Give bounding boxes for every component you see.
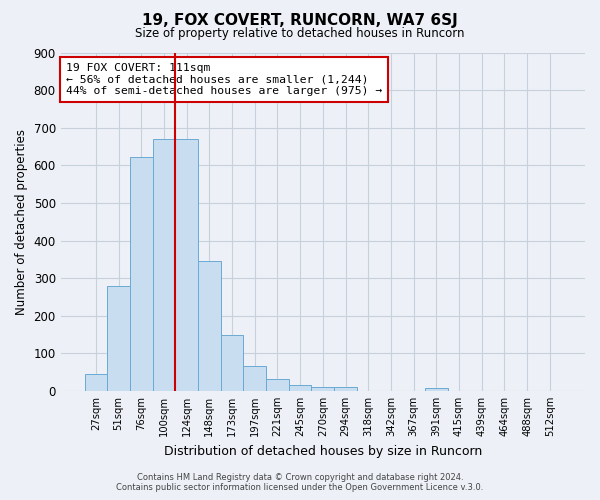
Bar [425, 388, 448, 391]
Bar [311, 387, 334, 391]
Text: 19 FOX COVERT: 111sqm
← 56% of detached houses are smaller (1,244)
44% of semi-d: 19 FOX COVERT: 111sqm ← 56% of detached … [66, 62, 382, 96]
Bar [175, 139, 198, 391]
Bar [244, 366, 266, 391]
Text: Contains HM Land Registry data © Crown copyright and database right 2024.
Contai: Contains HM Land Registry data © Crown c… [116, 473, 484, 492]
Text: 19, FOX COVERT, RUNCORN, WA7 6SJ: 19, FOX COVERT, RUNCORN, WA7 6SJ [142, 12, 458, 28]
Bar [198, 261, 221, 391]
Bar [107, 286, 130, 391]
X-axis label: Distribution of detached houses by size in Runcorn: Distribution of detached houses by size … [164, 444, 482, 458]
Bar [289, 386, 311, 391]
Bar [266, 379, 289, 391]
Bar [152, 139, 175, 391]
Bar [130, 157, 152, 391]
Text: Size of property relative to detached houses in Runcorn: Size of property relative to detached ho… [135, 28, 465, 40]
Bar [221, 336, 244, 391]
Y-axis label: Number of detached properties: Number of detached properties [15, 128, 28, 314]
Bar [85, 374, 107, 391]
Bar [334, 387, 357, 391]
